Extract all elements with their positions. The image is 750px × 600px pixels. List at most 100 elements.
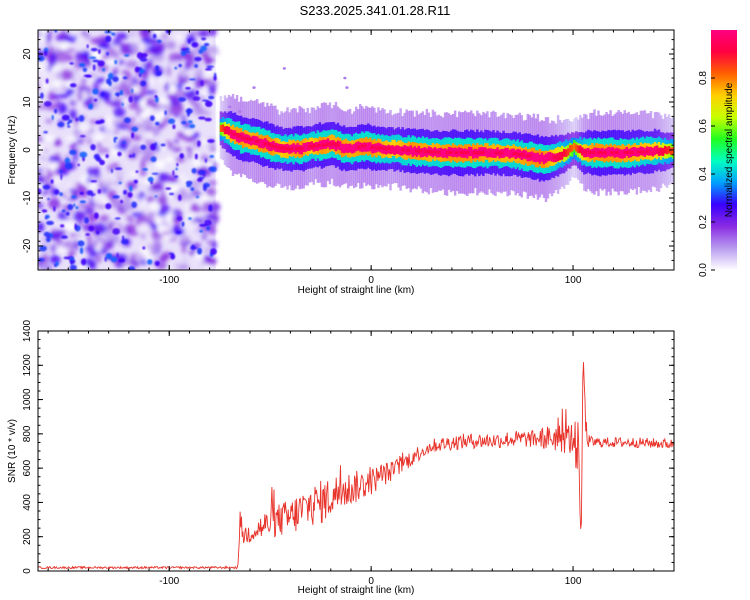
noise-gap [76,35,88,41]
noise-blob [132,95,142,103]
noise-blob [206,239,213,245]
noise-blob [57,168,69,176]
noise-gap [139,98,146,108]
ridge-peak [232,132,240,136]
noise-gap [101,152,107,163]
noise-speck [188,78,196,81]
colorbar-tick-label: 0.0 [698,263,709,277]
noise-speck [160,143,166,147]
noise-blob [204,105,211,115]
noise-speck [176,162,179,167]
ridge-cell [421,147,425,157]
noise-speck [185,180,193,186]
noise-gap [157,109,167,119]
noise-speck [147,259,153,265]
ridge-peaks [228,130,649,159]
noise-gap [89,183,99,190]
noise-blob [131,212,143,217]
colorbar: 0.0 0.2 0.4 0.6 0.8 Normalized spectral ampl… [698,30,737,277]
noise-speck [90,47,98,52]
noise-blob [38,222,45,233]
noise-gap [189,221,201,231]
noise-speck [104,30,112,34]
noise-gap [96,240,103,251]
snr-y-tick-label: 200 [22,528,33,545]
ridge-peak [521,153,525,157]
noise-blob [180,134,188,141]
noise-speck [191,167,197,174]
ridge-cell [258,138,261,148]
noise-speck [89,56,97,60]
noise-blob [152,239,162,252]
noise-blob [141,36,152,46]
noise-speck [188,217,192,220]
noise-speck [43,131,48,134]
ridge-cell [443,148,447,158]
noise-gap [66,183,78,189]
noise-speck [201,37,207,41]
ridge-peak [317,143,321,147]
noise-gap [76,263,88,269]
noise-blob [164,82,170,93]
ridge-peak [263,142,270,146]
noise-speck [138,73,142,78]
noise-speck [90,180,98,183]
noise-blob [129,117,135,123]
noise-gap [185,128,192,134]
noise-speck [181,120,187,125]
ridge-peak [294,147,303,151]
ridge-cell [659,147,663,156]
noise-speck [191,41,199,48]
noise-gap [165,157,172,162]
noise-gap [185,204,191,210]
noise-blob [66,87,74,97]
noise-blob [84,209,95,214]
noise-gap [65,193,71,198]
noise-speck [156,39,162,44]
noise-gap [153,161,166,168]
noise-gap [186,213,196,218]
noise-gap [52,80,61,89]
ridge-cell [550,152,554,162]
noise-blob [110,85,119,91]
noise-speck [178,63,182,68]
ridge-cell [344,143,348,153]
noise-speck [42,184,51,190]
noise-speck [204,100,213,108]
noise-speck [86,44,89,49]
noise-gap [151,30,162,37]
noise-speck [119,90,124,96]
ridge-cell [575,144,578,152]
ridge-cell [354,142,358,152]
noise-speck [105,35,112,43]
ridge-peak [401,148,405,152]
noise-blob [139,169,147,176]
noise-speck [97,189,102,194]
noise-blob [96,141,102,149]
ridge-cell [508,149,511,159]
ridge-cell [536,152,540,162]
noise-speck [61,114,70,121]
colorbar-ticks: 0.0 0.2 0.4 0.6 0.8 [698,71,715,277]
ridge-cell [661,147,665,156]
ridge-cell [399,146,402,156]
noise-gap [40,30,48,34]
noise-speck [124,54,130,57]
noise-blob [188,30,200,36]
ridge-cell [219,125,223,133]
ridge-cell [665,146,669,155]
noise-gap [103,59,113,65]
ridge-cell [544,153,548,163]
ridge-cell [581,147,584,156]
snr-y-tick-label: 0 [22,568,33,574]
noise-speck [127,191,133,198]
noise-blob [73,152,78,163]
noise-speck [45,78,49,84]
colorbar-gradient [711,30,737,270]
noise-blob [156,172,170,183]
ridge-cell [595,147,598,157]
noise-speck [196,140,201,147]
ridge-cell [649,146,653,156]
noise-blob [173,261,181,268]
ridge-cell [657,147,661,156]
